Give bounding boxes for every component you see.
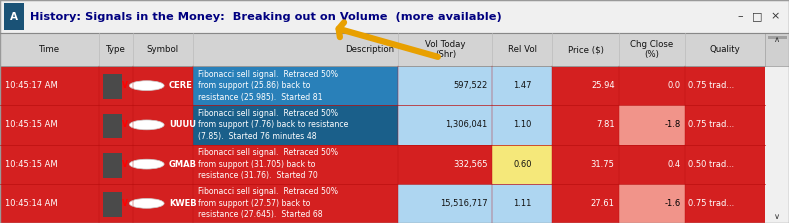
Text: 0.0: 0.0 <box>667 81 681 90</box>
Bar <box>193 105 398 145</box>
Bar <box>768 36 787 39</box>
Text: 0.60: 0.60 <box>513 160 532 169</box>
Bar <box>103 74 122 99</box>
Text: 10:45:17 AM: 10:45:17 AM <box>5 81 58 90</box>
Text: ×: × <box>770 12 780 21</box>
Bar <box>193 66 398 105</box>
Text: 27.61: 27.61 <box>591 199 615 208</box>
Bar <box>4 3 24 30</box>
Text: 1.10: 1.10 <box>513 120 532 129</box>
Circle shape <box>129 81 164 91</box>
Text: 0.75 trad...: 0.75 trad... <box>688 81 735 90</box>
Text: 0.75 trad...: 0.75 trad... <box>688 199 735 208</box>
Bar <box>0 105 765 145</box>
Text: Rel Vol: Rel Vol <box>508 45 537 54</box>
Bar <box>765 33 789 66</box>
Text: Quality: Quality <box>710 45 740 54</box>
Text: V: V <box>122 160 128 169</box>
Text: ∨: ∨ <box>774 212 780 221</box>
Circle shape <box>129 120 164 130</box>
Text: V: V <box>122 81 128 90</box>
Bar <box>619 184 685 223</box>
Text: UUUU: UUUU <box>169 120 196 129</box>
Text: ∧: ∧ <box>774 35 780 44</box>
Text: Fibonacci sell signal.  Retraced 50%
from support (7.76) back to resistance
(7.8: Fibonacci sell signal. Retraced 50% from… <box>198 109 349 141</box>
Bar <box>398 184 492 223</box>
Text: 1.11: 1.11 <box>513 199 532 208</box>
Bar <box>492 184 552 223</box>
Text: GMAB: GMAB <box>169 160 196 169</box>
Text: 0.75 trad...: 0.75 trad... <box>688 120 735 129</box>
Text: Fibonacci sell signal.  Retraced 50%
from support (27.57) back to
resistance (27: Fibonacci sell signal. Retraced 50% from… <box>198 187 338 219</box>
Text: Chg Close
(%): Chg Close (%) <box>630 40 674 59</box>
Text: Time: Time <box>39 45 60 54</box>
Circle shape <box>129 159 164 169</box>
Text: History: Signals in the Money:  Breaking out on Volume  (more available): History: Signals in the Money: Breaking … <box>30 12 502 21</box>
Text: 0.4: 0.4 <box>667 160 681 169</box>
Text: Vol Today
(Shr): Vol Today (Shr) <box>425 40 466 59</box>
Bar <box>103 153 122 178</box>
Text: 10:45:14 AM: 10:45:14 AM <box>5 199 58 208</box>
Text: KWEB: KWEB <box>169 199 196 208</box>
Text: 10:45:15 AM: 10:45:15 AM <box>5 120 58 129</box>
Text: V: V <box>122 120 128 129</box>
Text: 15,516,717: 15,516,717 <box>440 199 488 208</box>
Text: 332,565: 332,565 <box>453 160 488 169</box>
Text: 1.47: 1.47 <box>513 81 532 90</box>
Bar <box>619 105 685 145</box>
Bar <box>398 66 492 105</box>
Text: 10:45:15 AM: 10:45:15 AM <box>5 160 58 169</box>
Bar <box>0 0 789 33</box>
Bar <box>492 145 552 184</box>
Bar <box>103 192 122 217</box>
Text: -1.6: -1.6 <box>664 199 681 208</box>
Text: –: – <box>737 12 743 21</box>
Bar <box>103 114 122 138</box>
Bar <box>0 184 765 223</box>
Text: Fibonacci sell signal.  Retraced 50%
from support (31.705) back to
resistance (3: Fibonacci sell signal. Retraced 50% from… <box>198 148 338 180</box>
Bar <box>0 66 765 105</box>
Text: V: V <box>122 199 128 208</box>
Bar <box>0 33 765 66</box>
Text: 0.50 trad...: 0.50 trad... <box>688 160 734 169</box>
Text: Type: Type <box>106 45 125 54</box>
Text: 597,522: 597,522 <box>454 81 488 90</box>
Text: 7.81: 7.81 <box>596 120 615 129</box>
Text: 31.75: 31.75 <box>591 160 615 169</box>
Text: A: A <box>10 12 18 21</box>
Text: Fibonacci sell signal.  Retraced 50%
from support (25.86) back to
resistance (25: Fibonacci sell signal. Retraced 50% from… <box>198 70 338 102</box>
Text: CERE: CERE <box>169 81 193 90</box>
Text: 1,306,041: 1,306,041 <box>445 120 488 129</box>
Bar <box>492 66 552 105</box>
Text: Description: Description <box>346 45 394 54</box>
Bar <box>492 105 552 145</box>
Text: 25.94: 25.94 <box>591 81 615 90</box>
Bar <box>0 145 765 184</box>
Circle shape <box>129 198 164 208</box>
Text: -1.8: -1.8 <box>664 120 681 129</box>
Text: Symbol: Symbol <box>147 45 179 54</box>
Text: Price ($): Price ($) <box>568 45 604 54</box>
Bar <box>398 105 492 145</box>
Text: □: □ <box>752 12 763 21</box>
